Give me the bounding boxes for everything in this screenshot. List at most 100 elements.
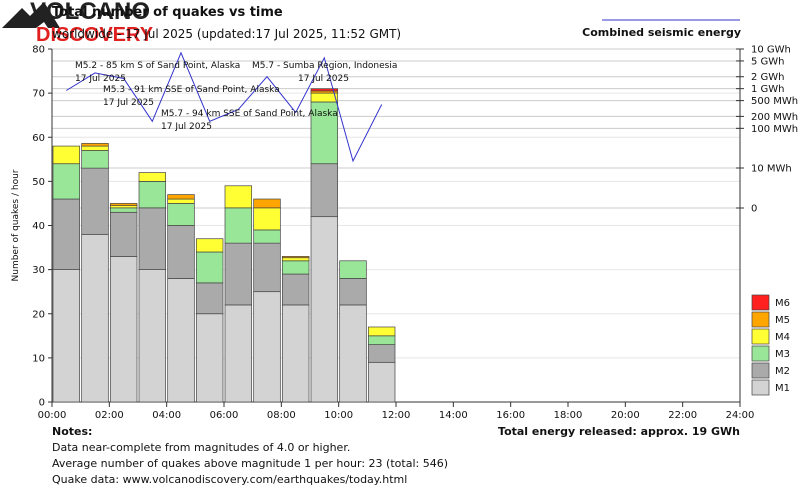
legend-swatch-m2 xyxy=(751,362,770,379)
x-tick-label: 18:00 xyxy=(554,410,583,421)
y-tick-label: 10 xyxy=(32,353,45,364)
y-tick-label: 30 xyxy=(32,265,45,276)
bar-m5 xyxy=(253,198,281,209)
y-tick-label: 50 xyxy=(32,177,45,188)
y-tick-label: 40 xyxy=(32,221,45,232)
legend-label-m6: M6 xyxy=(775,298,790,309)
chart-subtitle: worldwide - 17 Jul 2025 (updated:17 Jul … xyxy=(52,27,402,41)
bar-m4 xyxy=(310,92,339,103)
chart-title: Total number of quakes vs time xyxy=(52,5,283,20)
bar-m4 xyxy=(367,326,396,337)
bar-m4 xyxy=(81,145,109,151)
bar-m4 xyxy=(253,207,281,231)
notes-heading: Notes: xyxy=(52,425,93,438)
bar-m1 xyxy=(138,269,167,403)
bar-m2 xyxy=(339,278,367,306)
bar-m4 xyxy=(195,238,224,253)
bar-m5 xyxy=(109,203,138,206)
logo-word-discovery: DISCOVERY xyxy=(36,24,154,44)
bar-m3 xyxy=(253,229,281,244)
legend-label-m4: M4 xyxy=(775,332,790,343)
x-tick-label: 24:00 xyxy=(726,410,755,421)
bar-m1 xyxy=(253,291,281,403)
y-tick-label: 0 xyxy=(39,398,45,409)
x-tick-label: 16:00 xyxy=(496,410,525,421)
energy-tick-label: 500 MWh xyxy=(751,96,798,107)
x-tick-label: 22:00 xyxy=(668,410,697,421)
event-date: 17 Jul 2025 xyxy=(103,98,154,108)
bar-m3 xyxy=(138,181,167,209)
bar-m3 xyxy=(281,260,310,275)
bar-m2 xyxy=(81,167,109,235)
bar-m2 xyxy=(281,273,310,306)
bar-m5 xyxy=(81,143,109,147)
bar-m2 xyxy=(138,207,167,270)
legend-swatch-m5 xyxy=(751,311,770,328)
bar-m2 xyxy=(195,282,224,315)
bar-m3 xyxy=(367,335,396,345)
y-tick-label: 70 xyxy=(32,89,45,100)
bar-m6 xyxy=(310,88,339,92)
x-tick-label: 14:00 xyxy=(439,410,468,421)
bar-m4 xyxy=(281,257,310,262)
energy-tick-label: 1 GWh xyxy=(751,84,785,95)
energy-tick-label: 10 GWh xyxy=(751,45,791,56)
bar-m4 xyxy=(138,172,167,182)
bar-m3 xyxy=(310,101,339,165)
bar-m3 xyxy=(195,251,224,284)
bar-m2 xyxy=(167,225,195,279)
x-tick-label: 00:00 xyxy=(38,410,67,421)
note-completeness: Data near-complete from magnitudes of 4.… xyxy=(52,441,351,454)
legend-label-m5: M5 xyxy=(775,315,790,326)
volcano-discovery-logo[interactable]: VOLCANO DISCOVERY xyxy=(0,0,160,46)
x-tick-label: 08:00 xyxy=(267,410,296,421)
note-source: Quake data: www.volcanodiscovery.com/ear… xyxy=(52,473,408,486)
event-label: M5.2 - 85 km S of Sand Point, Alaska xyxy=(75,61,240,71)
bar-m4 xyxy=(167,198,195,204)
bar-m3 xyxy=(339,260,367,279)
bar-m2 xyxy=(367,344,396,363)
bar-m3 xyxy=(167,203,195,226)
bar-m2 xyxy=(224,242,253,306)
bar-m4 xyxy=(52,145,81,165)
energy-line xyxy=(66,51,383,163)
energy-tick-label: 200 MWh xyxy=(751,112,798,123)
bar-m1 xyxy=(224,304,253,403)
bar-m1 xyxy=(109,256,138,403)
event-label: M5.7 - 94 km SSE of Sand Point, Alaska xyxy=(161,109,338,119)
energy-tick-label: 100 MWh xyxy=(751,124,798,135)
y-tick-label: 20 xyxy=(32,309,45,320)
bar-m3 xyxy=(109,207,138,213)
x-tick-label: 10:00 xyxy=(324,410,353,421)
event-date: 17 Jul 2025 xyxy=(298,74,349,84)
legend-label-m2: M2 xyxy=(775,366,790,377)
x-tick-label: 06:00 xyxy=(210,410,239,421)
bar-m1 xyxy=(52,269,81,403)
y-tick-label: 80 xyxy=(32,45,45,56)
event-label: M5.3 - 91 km SSE of Sand Point, Alaska xyxy=(103,85,280,95)
x-tick-label: 12:00 xyxy=(382,410,411,421)
event-date: 17 Jul 2025 xyxy=(161,122,212,132)
bar-m1 xyxy=(310,216,339,403)
bar-m1 xyxy=(367,361,396,403)
x-tick-label: 04:00 xyxy=(152,410,181,421)
event-label: M5.7 - Sumba Region, Indonesia xyxy=(252,61,397,71)
bar-m1 xyxy=(281,304,310,403)
bar-m1 xyxy=(195,313,224,403)
y-axis-label: Number of quakes / hour xyxy=(11,169,21,281)
energy-legend-label: Combined seismic energy xyxy=(582,26,741,39)
bar-m5 xyxy=(167,194,195,200)
energy-tick-label: 0 xyxy=(751,204,757,215)
bar-m3 xyxy=(81,150,109,169)
bar-m2 xyxy=(52,198,81,270)
legend-swatch-m3 xyxy=(751,345,770,362)
legend-swatch-m6 xyxy=(751,294,770,311)
x-tick-label: 02:00 xyxy=(95,410,124,421)
bar-m4 xyxy=(224,185,253,209)
bar-m2 xyxy=(253,242,281,293)
legend-swatch-m4 xyxy=(751,328,770,345)
legend-label-m1: M1 xyxy=(775,383,790,394)
bar-m1 xyxy=(167,278,195,403)
logo-mountain-icon xyxy=(2,2,60,28)
